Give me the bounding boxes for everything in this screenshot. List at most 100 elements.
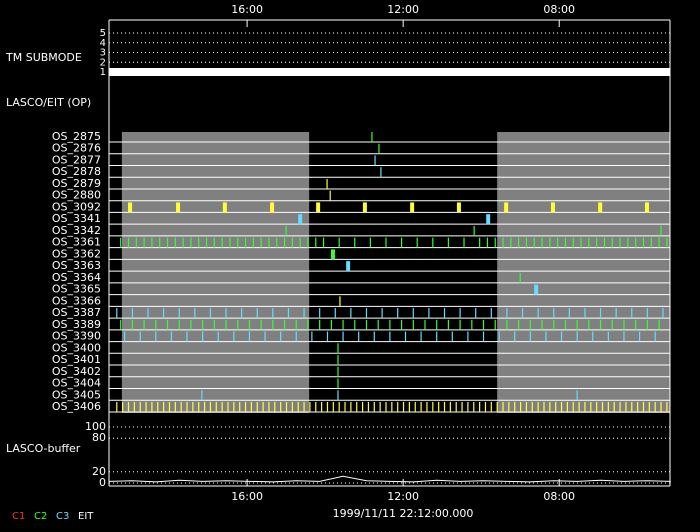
event-mark [145,402,147,412]
event-mark [482,331,485,342]
event-mark [631,308,633,319]
x-tick-label: 16:00 [231,490,263,503]
event-mark [260,237,262,248]
event-mark [601,402,604,412]
event-mark [496,402,498,412]
event-mark [295,319,297,330]
x-tick-label: 12:00 [387,490,419,503]
event-mark [229,237,231,248]
event-mark [564,319,567,330]
event-mark [122,402,124,412]
event-mark [337,378,339,389]
event-mark [239,402,241,412]
y-tick-label: 2 [100,57,106,68]
y-tick-label: 20 [92,465,106,478]
row-label: OS_3405 [52,388,101,401]
event-mark [611,237,613,248]
event-mark [133,402,135,412]
buffer-label: LASCO-buffer [6,442,81,455]
event-mark [344,402,346,412]
event-mark [436,319,438,330]
event-mark [163,402,165,412]
row-label: OS_3406 [52,400,101,413]
event-mark [252,237,254,248]
event-mark [155,331,157,342]
event-mark [508,402,510,412]
row-label: OS_3342 [52,224,101,237]
event-mark [494,319,496,330]
event-mark [202,331,204,342]
event-mark [350,308,352,319]
event-mark [461,402,463,412]
event-mark [611,319,613,330]
y-tick-label: 4 [100,38,106,49]
buffer-line [108,475,671,483]
y-tick-label: 80 [92,431,106,444]
event-mark [127,402,130,412]
event-mark [619,402,621,412]
event-mark [285,225,287,236]
event-mark [222,202,227,213]
event-mark [518,237,520,248]
event-mark [151,237,153,248]
event-mark [227,402,229,412]
event-mark [299,237,301,248]
event-mark [147,308,149,319]
event-mark [658,237,660,248]
event-mark [420,402,422,412]
event-mark [373,331,375,342]
event-mark [203,402,206,412]
event-mark [157,402,159,412]
event-mark [379,402,381,412]
event-mark [174,237,176,248]
event-mark [116,308,118,319]
event-mark [338,402,340,412]
event-mark [650,237,652,248]
legend-label: EIT [78,511,94,522]
event-mark [666,402,668,412]
event-mark [486,214,491,225]
event-mark [543,402,545,412]
event-mark [475,308,477,319]
event-mark [248,319,251,330]
event-mark [564,237,567,248]
event-mark [178,319,180,330]
event-mark [596,402,598,412]
event-mark [322,237,325,248]
event-mark [151,402,153,412]
event-mark [534,284,539,295]
event-mark [244,402,247,412]
event-mark [550,202,555,213]
event-mark [143,319,145,330]
event-mark [155,319,157,330]
event-mark [408,402,410,412]
shaded-region [497,132,670,413]
event-mark [660,402,662,412]
row-label: OS_2880 [52,189,101,202]
event-mark [209,402,212,412]
event-mark [619,237,621,248]
event-mark [596,237,598,248]
event-mark [326,331,329,342]
event-mark [385,402,387,412]
shaded-region [121,132,310,413]
event-mark [256,308,258,319]
event-mark [291,402,293,412]
event-mark [120,237,122,248]
event-mark [463,237,465,248]
event-mark [459,319,461,330]
event-mark [545,331,547,342]
event-mark [400,237,403,248]
event-mark [330,319,332,330]
event-mark [644,202,649,213]
event-mark [572,402,574,412]
event-mark [233,331,235,342]
event-mark [159,237,161,248]
event-mark [128,202,133,213]
event-mark [660,225,662,236]
event-mark [541,237,543,248]
event-mark [168,402,171,412]
event-mark [504,202,509,213]
event-mark [362,202,367,213]
event-mark [428,308,430,319]
